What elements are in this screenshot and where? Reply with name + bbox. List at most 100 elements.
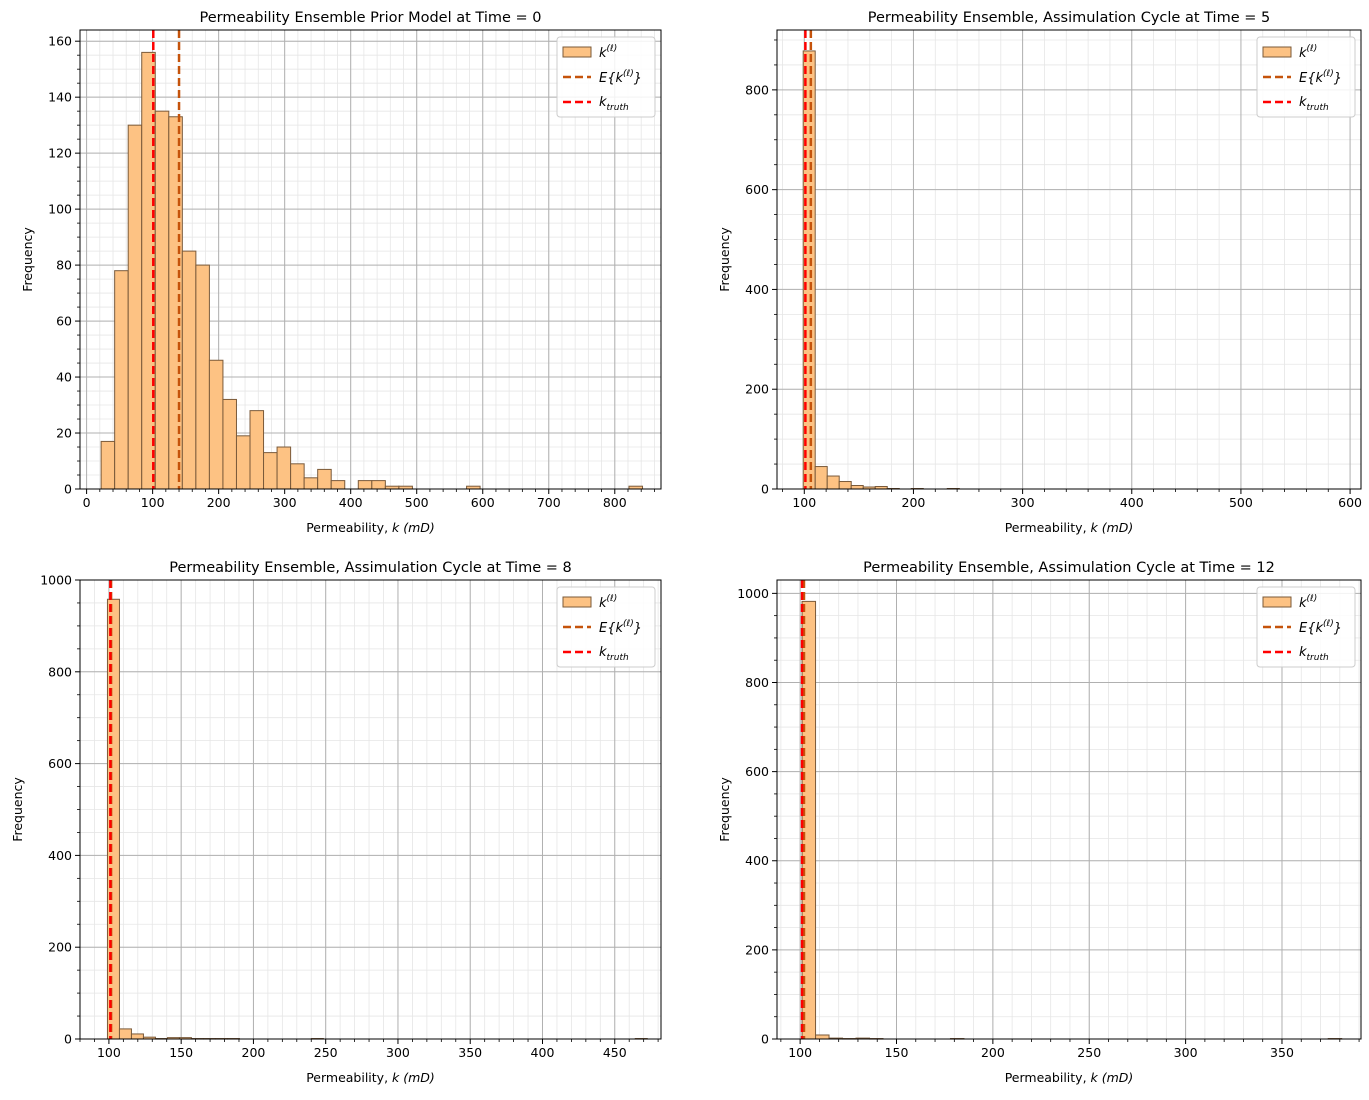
axes-frame: [776, 579, 1362, 1040]
y-tick-label: 400: [745, 853, 769, 868]
legend-label-truth: ktruth: [599, 95, 629, 113]
chart-panel-1: 0 100 200 300 400 500 600 700 800 0 20 40 60 80 100 120…: [20, 10, 662, 535]
histogram-bar: [317, 468, 332, 490]
legend-truth-sub: truth: [1307, 653, 1329, 663]
x-tick-label: 300: [1011, 495, 1035, 510]
chart-title: Permeability Ensemble, Assimulation Cycl…: [868, 10, 1270, 26]
x-tick-label: 500: [405, 495, 429, 510]
y-tick-label: 600: [48, 756, 72, 771]
y-tick-label: 100: [48, 202, 72, 217]
legend-label-mean: E{k(ℓ)}: [599, 619, 642, 636]
legend-patch-ensemble: [1262, 596, 1292, 608]
y-tick-label: 0: [64, 1032, 72, 1047]
x-tick-label: 400: [531, 1045, 555, 1060]
legend-patch-ensemble: [1262, 46, 1292, 58]
legend-ensemble-sup: (ℓ): [1307, 594, 1318, 604]
legend-mean-sup: (ℓ): [623, 619, 634, 629]
x-axis-label: Permeability, k (mD): [1005, 1070, 1134, 1085]
x-tick-label: 400: [1120, 495, 1144, 510]
legend-label-ensemble: k(ℓ): [599, 594, 617, 611]
legend-mean-prefix: E{k: [599, 621, 623, 636]
y-tick-label: 600: [745, 764, 769, 779]
y-tick-label: 400: [745, 282, 769, 297]
x-axis-label: Permeability, k (mD): [306, 1070, 435, 1085]
legend-mean-suffix: }: [1334, 71, 1342, 86]
x-tick-label: 300: [273, 495, 297, 510]
legend-label-truth: ktruth: [599, 645, 629, 663]
x-axis-label-math: k (mD): [392, 520, 435, 535]
y-tick-label: 200: [48, 940, 72, 955]
y-axis-label: Frequency: [717, 227, 732, 292]
legend-label-ensemble: k(ℓ): [1299, 44, 1317, 61]
y-axis: 0 200 400 600 800 1000: [40, 573, 80, 1047]
y-tick-label: 800: [745, 675, 769, 690]
legend-mean-suffix: }: [1334, 621, 1342, 636]
y-tick-label: 0: [761, 1032, 769, 1047]
legend-truth-k: k: [599, 95, 607, 110]
histogram-bar: [263, 452, 278, 490]
y-tick-label: 1000: [40, 573, 72, 588]
x-tick-label: 500: [1229, 495, 1253, 510]
x-tick-label: 150: [169, 1045, 193, 1060]
x-tick-label: 200: [981, 1045, 1005, 1060]
x-axis-label-text: Permeability,: [306, 1070, 392, 1085]
legend-mean-suffix: }: [634, 71, 642, 86]
y-tick-label: 40: [56, 370, 72, 385]
x-axis: 0 100 200 300 400 500 600 700 800: [83, 489, 655, 510]
legend: k(ℓ)E{k(ℓ)}ktruth: [556, 586, 656, 668]
legend-ensemble-k: k: [599, 596, 607, 611]
legend-mean-sup: (ℓ): [1323, 69, 1334, 79]
legend-label-ensemble: k(ℓ): [599, 44, 617, 61]
y-tick-label: 60: [56, 314, 72, 329]
y-tick-label: 140: [48, 90, 72, 105]
legend-truth-k: k: [1299, 645, 1307, 660]
legend-ensemble-k: k: [1299, 46, 1307, 61]
y-tick-label: 600: [745, 182, 769, 197]
histogram-bar: [290, 463, 305, 490]
histogram-bar: [118, 1028, 132, 1040]
legend-ensemble-k: k: [599, 46, 607, 61]
legend: k(ℓ)E{k(ℓ)}ktruth: [1256, 36, 1356, 118]
histogram-bar: [303, 477, 319, 490]
legend-mean-prefix: E{k: [1299, 621, 1323, 636]
y-tick-label: 80: [56, 258, 72, 273]
histogram-bar: [850, 485, 864, 490]
chart-panel-4: 100 150 200 250 300 350 0 200 400 600 800 1000 Perme…: [717, 560, 1362, 1085]
legend-truth-sub: truth: [1307, 103, 1329, 113]
legend-label-mean: E{k(ℓ)}: [1299, 69, 1342, 86]
y-tick-label: 0: [761, 482, 769, 497]
legend-mean-prefix: E{k: [1299, 71, 1323, 86]
legend-mean-suffix: }: [634, 621, 642, 636]
y-tick-label: 800: [745, 82, 769, 97]
x-tick-label: 250: [314, 1045, 338, 1060]
x-tick-label: 400: [339, 495, 363, 510]
histogram-bar: [276, 446, 292, 490]
x-tick-label: 350: [1270, 1045, 1294, 1060]
legend-label-ensemble: k(ℓ): [1299, 594, 1317, 611]
y-tick-label: 200: [745, 382, 769, 397]
y-axis-label: Frequency: [717, 777, 732, 842]
x-axis: 100 200 300 400 500 600: [782, 489, 1362, 510]
x-tick-label: 250: [1077, 1045, 1101, 1060]
x-tick-label: 100: [141, 495, 165, 510]
y-tick-label: 20: [56, 426, 72, 441]
histogram-bar: [357, 480, 373, 490]
chart-panel-3: 100 150 200 250 300 350 400 450 0 200 400 600 800 100…: [10, 560, 662, 1085]
histogram-bar: [100, 440, 116, 490]
y-axis: 0 20 40 60 80 100 120 140 160: [48, 34, 80, 497]
x-axis-label-math: k (mD): [1091, 1070, 1134, 1085]
x-axis: 100 150 200 250 300 350: [780, 1039, 1360, 1060]
histogram-bar: [195, 264, 210, 490]
x-tick-label: 150: [885, 1045, 909, 1060]
legend-ensemble-sup: (ℓ): [1307, 44, 1318, 54]
y-tick-label: 0: [64, 482, 72, 497]
y-tick-label: 200: [745, 942, 769, 957]
y-axis-label: Frequency: [20, 227, 35, 292]
x-tick-label: 800: [603, 495, 627, 510]
legend-patch-ensemble: [562, 46, 592, 58]
x-tick-label: 100: [97, 1045, 121, 1060]
legend-ensemble-sup: (ℓ): [607, 594, 618, 604]
x-axis-label-text: Permeability,: [1005, 1070, 1091, 1085]
x-tick-label: 450: [603, 1045, 627, 1060]
